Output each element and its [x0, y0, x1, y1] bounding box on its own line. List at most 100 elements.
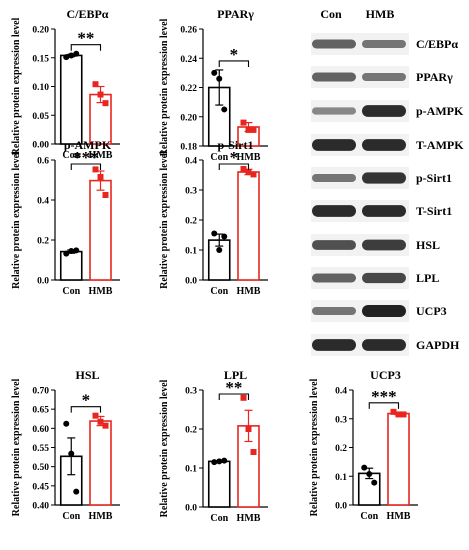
y-tick-label: 0.22 — [180, 84, 197, 94]
blot-row-label: p-Sirt1 — [416, 171, 452, 185]
y-axis-label: Relative protein expression level — [11, 378, 22, 516]
significance-bracket — [368, 402, 400, 409]
y-tick-label: 0.1 — [335, 473, 347, 483]
x-tick-label: Con — [62, 286, 80, 297]
data-point-con — [366, 470, 373, 477]
bar-con — [59, 54, 83, 145]
data-point-hmb — [245, 126, 252, 133]
x-tick-label: Con — [210, 152, 228, 163]
blot-column-hmb: HMB — [366, 7, 395, 21]
data-point-con — [68, 450, 75, 457]
y-tick-label: 0.0 — [185, 277, 197, 287]
blot-row-label: T-AMPK — [416, 138, 464, 152]
chart-panel: p-Sirt1 Relative protein expression level… — [159, 138, 268, 297]
y-axis-label: Relative protein expression level — [159, 18, 170, 156]
chart-title: C/EBPα — [66, 7, 108, 21]
blot-band-hmb — [362, 272, 406, 284]
data-point-hmb — [102, 100, 109, 107]
y-tick-label: 0.1 — [185, 465, 197, 475]
data-point-hmb — [245, 169, 252, 175]
significance-bracket — [218, 163, 250, 170]
y-tick-label: 0.6 — [37, 157, 49, 167]
blot-strip — [311, 234, 409, 256]
blot-band-con — [312, 273, 356, 283]
x-tick-label: HMB — [89, 286, 113, 297]
data-point-con — [221, 233, 228, 240]
data-point-con — [63, 250, 70, 257]
y-tick-label: 0.26 — [180, 26, 197, 36]
y-tick-label: 0.2 — [335, 444, 347, 454]
chart-title: p-AMPK — [64, 138, 112, 152]
chart-panel: LPL Relative protein expression level 0.0 0… — [159, 368, 268, 524]
data-point-hmb — [92, 412, 99, 419]
blot-band-hmb — [362, 39, 406, 49]
data-point-con — [221, 106, 228, 113]
data-point-hmb — [240, 166, 247, 172]
data-point-con — [73, 50, 80, 57]
significance-label: ** — [77, 29, 94, 48]
data-point-con — [63, 54, 70, 61]
blot-row-label: PPARγ — [416, 70, 453, 84]
data-point-con — [221, 457, 228, 464]
blot-row-label: UCP3 — [416, 304, 447, 318]
y-tick-label: 0.18 — [180, 143, 197, 153]
data-point-hmb — [250, 171, 257, 178]
y-axis-label: Relative protein expression level — [11, 17, 22, 155]
y-tick-label: 0.3 — [185, 187, 197, 197]
bar-con — [207, 460, 231, 508]
chart-title: p-Sirt1 — [218, 138, 254, 152]
y-tick-label: 0.60 — [32, 425, 49, 435]
blot-strip — [311, 66, 409, 88]
x-tick-label: HMB — [89, 150, 113, 161]
blot-band-hmb — [362, 205, 406, 217]
blot-strip — [311, 33, 409, 55]
significance-bracket — [70, 406, 102, 413]
y-axis-label: Relative protein expression level — [159, 151, 170, 289]
significance-label: * — [230, 148, 239, 167]
data-point-con — [216, 75, 223, 82]
significance-label: *** — [73, 148, 99, 167]
y-tick-label: 0.4 — [37, 197, 49, 207]
y-tick-label: 0.24 — [180, 55, 197, 65]
significance-label: *** — [371, 387, 397, 406]
chart-title: HSL — [75, 368, 99, 382]
y-tick-label: 0.45 — [32, 482, 49, 492]
significance-label: ** — [225, 378, 242, 397]
y-tick-label: 0.2 — [37, 237, 49, 247]
y-tick-label: 0.10 — [32, 83, 49, 93]
bar-hmb — [237, 171, 260, 281]
y-tick-label: 0.1 — [185, 247, 197, 257]
data-point-con — [361, 464, 368, 471]
blot-band-hmb — [362, 304, 406, 318]
data-point-hmb — [250, 449, 257, 456]
data-point-con — [73, 247, 80, 254]
y-tick-label: 0.40 — [32, 502, 49, 512]
y-tick-label: 0.0 — [185, 504, 197, 514]
y-tick-label: 0.3 — [185, 387, 197, 397]
blot-band-hmb — [362, 339, 406, 351]
y-axis-label: Relative protein expression level — [11, 151, 22, 289]
blot-column-con: Con — [320, 7, 342, 21]
x-tick-label: Con — [210, 513, 228, 524]
x-tick-label: Con — [62, 150, 80, 161]
blot-row-label: p-AMPK — [416, 104, 464, 118]
y-tick-label: 0.55 — [32, 444, 49, 454]
y-tick-label: 0.2 — [185, 217, 197, 227]
blot-row-label: LPL — [416, 271, 439, 285]
significance-bracket — [218, 393, 250, 400]
significance-bracket — [70, 44, 102, 51]
chart-panel: p-AMPK Relative protein expression level 0… — [11, 138, 120, 297]
chart-panel: UCP3 Relative protein expression level 0.0… — [309, 368, 418, 522]
blot-band-con — [312, 205, 356, 217]
y-tick-label: 0.4 — [185, 157, 197, 167]
bar-hmb — [387, 412, 410, 506]
data-point-con — [73, 488, 80, 495]
blot-row-label: HSL — [416, 238, 440, 252]
y-tick-label: 0.05 — [32, 112, 49, 122]
data-point-con — [211, 230, 218, 237]
x-tick-label: Con — [62, 511, 80, 522]
y-tick-label: 0.70 — [32, 387, 49, 397]
blot-band-hmb — [362, 139, 406, 151]
data-point-hmb — [395, 411, 402, 418]
